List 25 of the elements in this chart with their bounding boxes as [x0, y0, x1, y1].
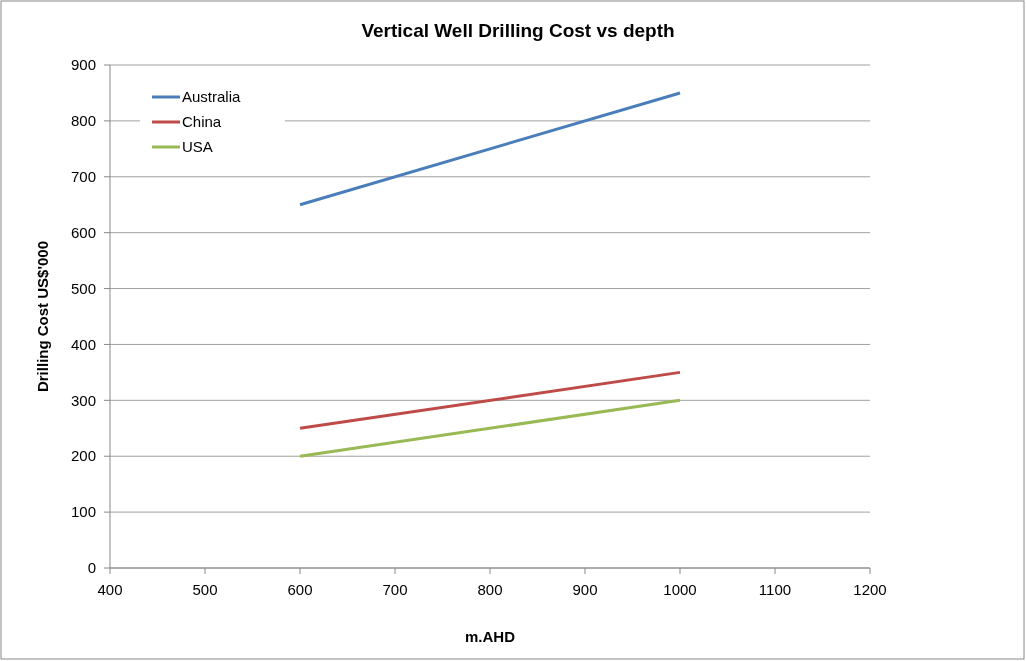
x-tick-label: 800 — [477, 581, 503, 598]
y-tick-label: 700 — [70, 168, 96, 186]
legend-label: China — [182, 113, 222, 131]
y-tick-label: 600 — [70, 223, 96, 241]
x-tick-label: 1200 — [853, 581, 887, 598]
x-tick-label: 1000 — [663, 581, 697, 598]
legend-label: USA — [182, 138, 213, 156]
x-tick-label: 500 — [192, 581, 218, 598]
chart-title: Vertical Well Drilling Cost vs depth — [361, 20, 675, 41]
x-tick-label: 400 — [97, 581, 123, 598]
y-tick-label: 900 — [70, 56, 96, 74]
x-tick-label: 600 — [287, 581, 313, 598]
x-tick-label: 1100 — [758, 581, 792, 598]
y-tick-label: 300 — [70, 391, 96, 409]
y-tick-label: 500 — [70, 279, 96, 297]
legend-label: Australia — [182, 88, 242, 106]
y-tick-label: 800 — [70, 112, 96, 130]
x-axis-title: m.AHD — [464, 628, 516, 645]
y-axis-title: Drilling Cost US$'000 — [34, 240, 51, 393]
x-tick-label: 700 — [382, 581, 408, 598]
y-tick-label: 100 — [70, 503, 96, 521]
y-tick-label: 200 — [70, 447, 96, 465]
y-tick-label: 0 — [87, 559, 96, 577]
y-tick-label: 400 — [70, 335, 96, 353]
x-tick-label: 900 — [572, 581, 598, 598]
